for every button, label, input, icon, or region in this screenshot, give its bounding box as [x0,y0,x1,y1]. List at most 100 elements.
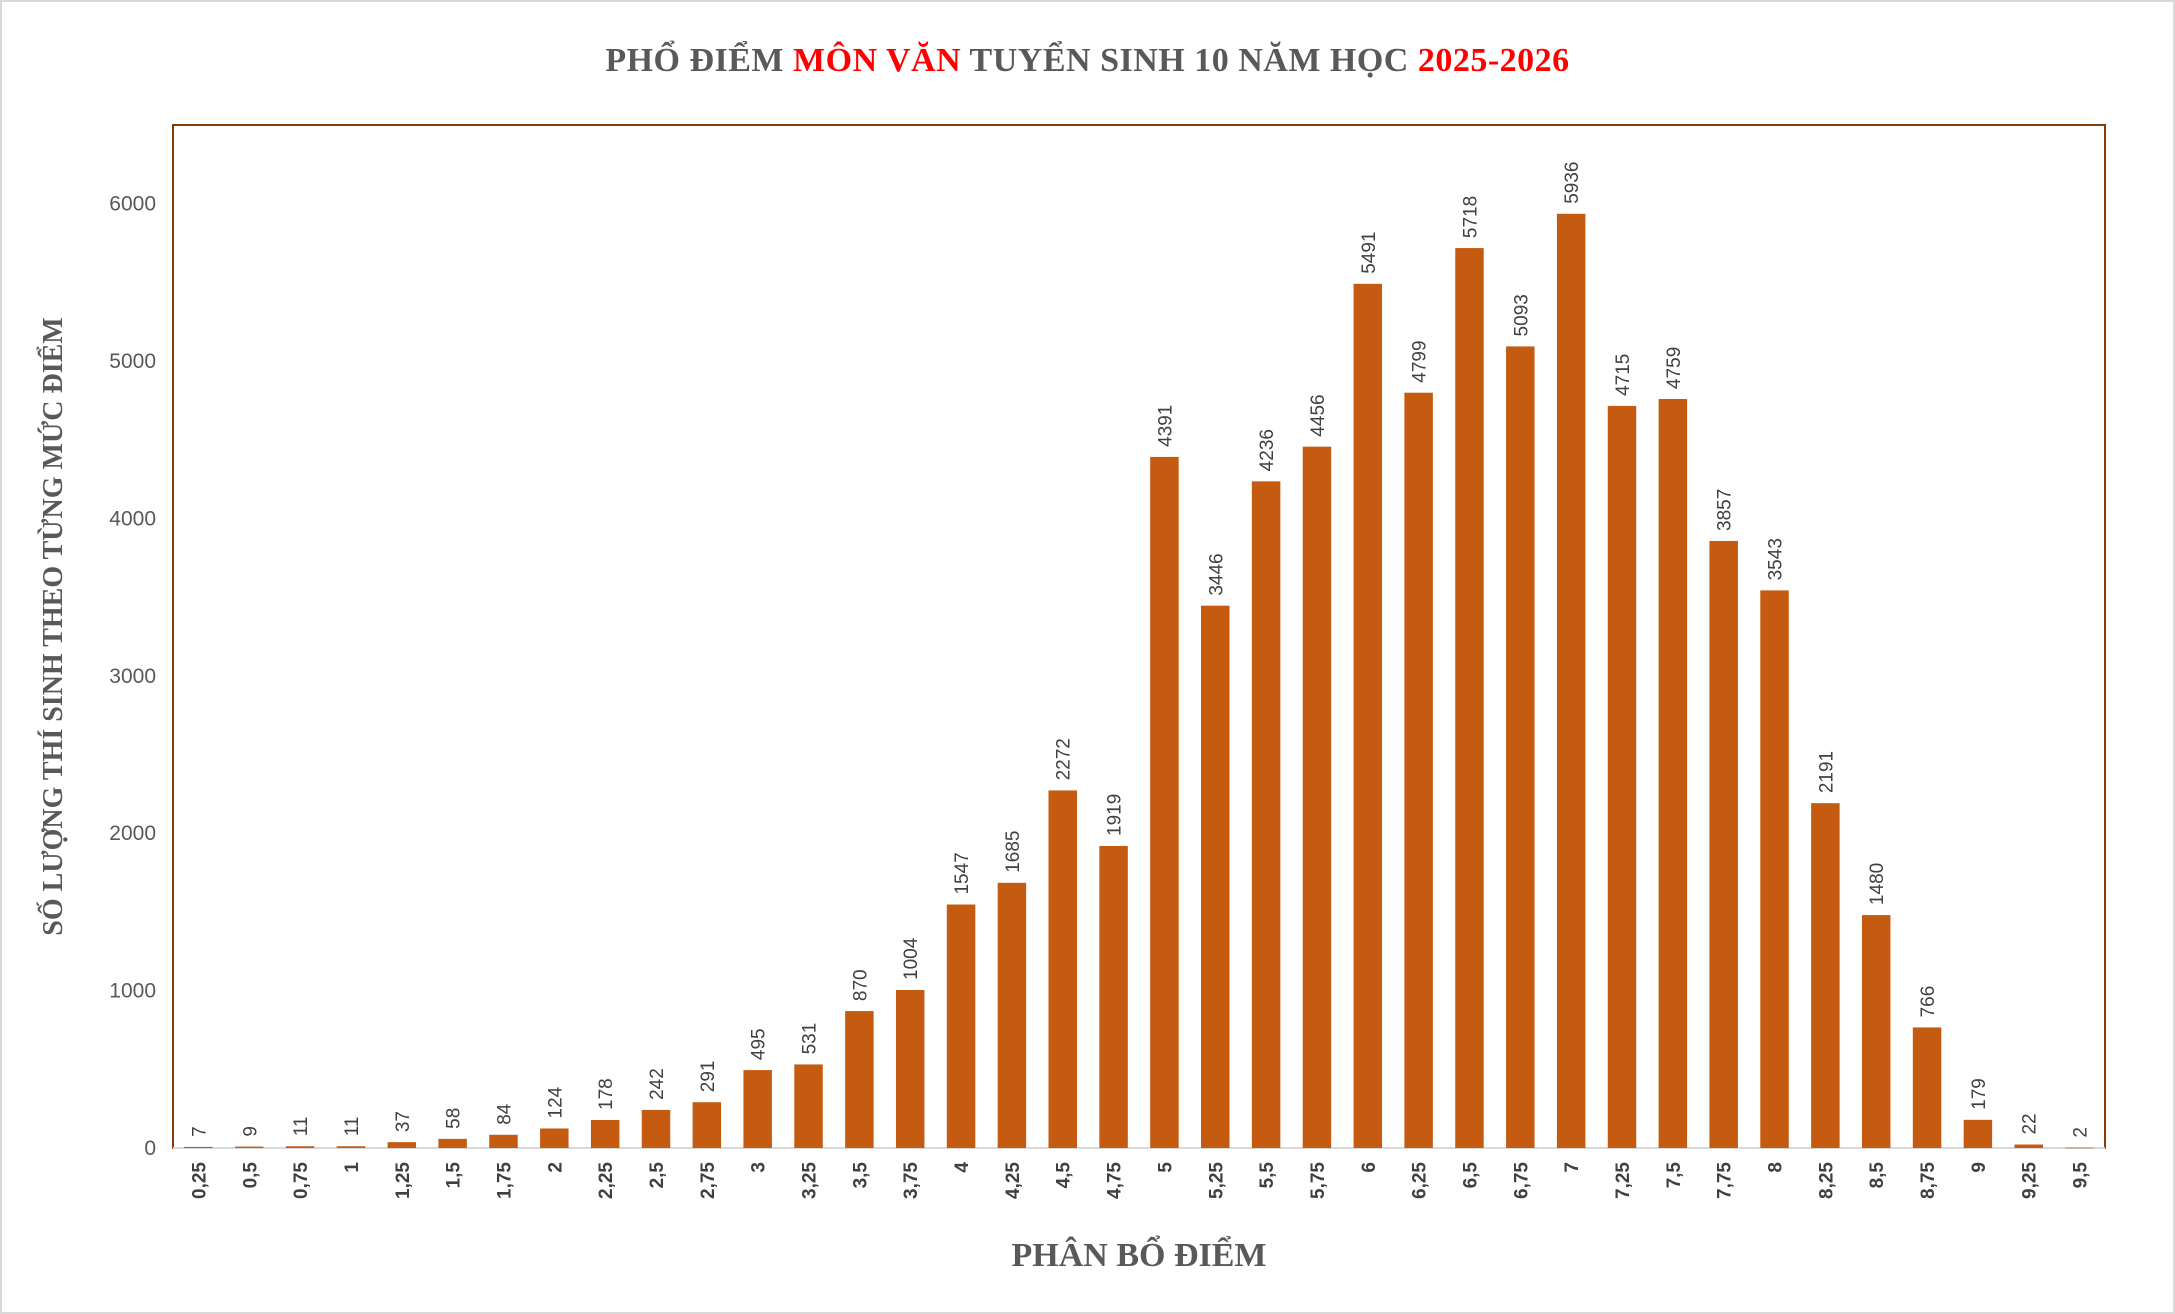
x-tick-label: 1,5 [444,1162,465,1189]
data-label: 9 [240,1126,261,1137]
data-label: 4759 [1664,347,1685,389]
title-part-year: 2025-2026 [1417,42,1570,79]
x-tick-label: 4,25 [1003,1162,1024,1199]
x-tick-label: 6 [1359,1162,1380,1173]
data-label: 242 [647,1068,668,1100]
bar [387,1142,417,1148]
data-label: 4715 [1613,354,1634,396]
x-tick-label: 0,75 [291,1162,312,1199]
bar [184,1146,213,1148]
y-tick-label: 1000 [109,980,156,1003]
x-tick-label: 2,25 [596,1162,617,1199]
data-label: 3446 [1206,553,1227,595]
data-label: 11 [291,1117,312,1137]
x-tick-label: 3,5 [850,1162,871,1189]
data-label: 1685 [1003,831,1024,873]
y-tick-label: 5000 [109,350,156,373]
bar [235,1146,264,1148]
x-tick-label: 7,75 [1715,1162,1736,1199]
data-labels: 7 9 11 11 37 58 84 124 178 242 291 495 531 870 1004 154… [189,161,2091,1137]
data-label: 531 [800,1023,821,1055]
x-tick-label: 7,5 [1664,1162,1685,1189]
data-label: 178 [596,1078,617,1110]
data-label: 58 [444,1108,465,1129]
data-label: 2272 [1054,738,1075,780]
bar [1353,283,1383,1148]
x-tick-label: 8,25 [1816,1162,1837,1199]
x-tick-label: 4 [952,1162,973,1173]
bar [438,1138,467,1148]
bar [1506,346,1535,1148]
x-tick-label: 6,5 [1460,1162,1481,1189]
y-tick-label: 6000 [109,193,156,216]
bar [997,882,1027,1148]
bar [794,1064,823,1148]
data-label: 11 [342,1117,363,1137]
y-tick-label: 4000 [109,507,156,530]
bar [1048,790,1077,1148]
x-tick-label: 5,75 [1308,1162,1329,1199]
x-tick-label: 5 [1155,1162,1176,1173]
data-label: 2 [2071,1127,2092,1138]
bar [1658,399,1688,1149]
bar [895,989,925,1148]
x-tick-label: 9 [1969,1162,1990,1173]
y-axis-title: SỐ LƯỢNG THÍ SINH THEO TỪNG MỨC ĐIỂM [37,317,69,935]
bars [184,213,2094,1149]
x-tick-label: 1 [342,1162,363,1173]
x-axis-title: PHÂN BỔ ĐIỂM [1012,1235,1267,1274]
bar [1760,590,1789,1148]
data-label: 5093 [1511,294,1532,336]
x-tick-label: 2,75 [698,1162,719,1199]
x-tick-label: 0,5 [240,1162,261,1189]
y-tick-label: 2000 [109,822,156,845]
x-axis-ticks: 0,25 0,5 0,75 1 1,25 1,5 1,75 2 2,25 2,5 2,75 3 3,25… [189,1162,2091,1199]
x-tick-label: 3,75 [901,1162,922,1199]
x-tick-label: 0,25 [189,1162,210,1199]
chart-title: PHỔ ĐIỂM MÔN VĂN TUYỂN SINH 10 NĂM HỌC 2… [0,42,2175,80]
data-label: 4236 [1257,429,1278,471]
bar [1811,803,1840,1148]
bar [946,904,976,1148]
bar [1404,392,1433,1148]
data-label: 1480 [1867,863,1888,905]
x-tick-label: 8 [1766,1162,1787,1173]
bar [1963,1119,1993,1148]
x-tick-label: 9,5 [2071,1162,2092,1189]
x-tick-label: 2 [545,1162,566,1173]
bar [285,1146,315,1148]
bar [1607,405,1637,1149]
y-tick-label: 3000 [109,665,156,688]
bar [1912,1027,1942,1148]
bar [336,1146,366,1148]
title-part-subject: MÔN VĂN [793,42,962,79]
data-label: 5936 [1562,161,1583,203]
data-label: 1547 [952,852,973,894]
data-label: 291 [698,1060,719,1092]
data-label: 3543 [1766,538,1787,580]
x-tick-label: 6,25 [1410,1162,1431,1199]
data-label: 84 [494,1103,515,1125]
data-label: 22 [2020,1113,2041,1134]
bar [1455,248,1484,1148]
bar [1251,481,1281,1149]
x-tick-label: 1,25 [393,1162,414,1199]
bar [2065,1147,2094,1149]
bar [2014,1144,2043,1148]
bar [1709,540,1738,1148]
x-tick-label: 1,75 [494,1162,515,1199]
data-label: 124 [545,1086,566,1118]
x-tick-label: 7,25 [1613,1162,1634,1199]
title-part-1: PHỔ ĐIỂM [605,42,794,79]
data-label: 7 [189,1126,210,1137]
y-tick-label: 0 [144,1137,156,1160]
bar [743,1070,772,1148]
bar [489,1134,518,1148]
x-tick-label: 4,5 [1054,1162,1075,1189]
x-tick-label: 5,5 [1257,1162,1278,1189]
bar [692,1102,722,1148]
data-label: 37 [393,1111,414,1132]
x-tick-label: 7 [1562,1162,1583,1173]
bar [1150,456,1179,1148]
